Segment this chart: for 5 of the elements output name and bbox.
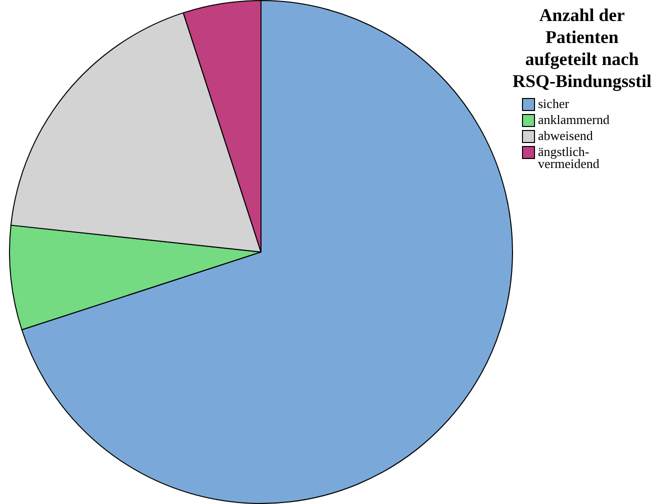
legend-label: ängstlich-vermeidend bbox=[538, 144, 600, 171]
legend-title: Anzahl der Patienten aufgeteilt nach RSQ-Bindungsstil bbox=[512, 4, 652, 92]
legend-label: sicher bbox=[538, 96, 570, 111]
legend-label: abweisend bbox=[538, 128, 593, 143]
legend-label: anklammernd bbox=[538, 112, 610, 127]
